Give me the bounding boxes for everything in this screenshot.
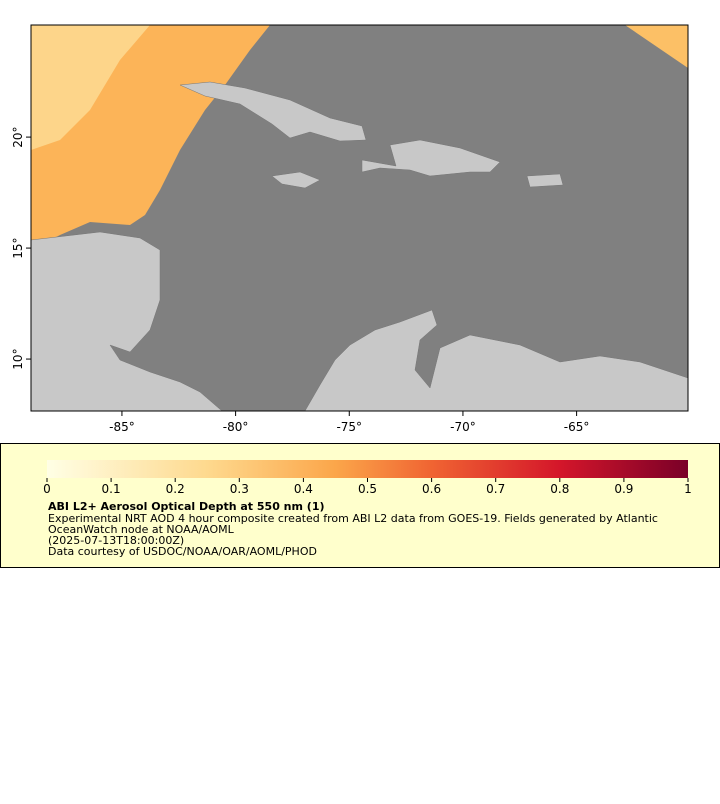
legend-line: Data courtesy of USDOC/NOAA/OAR/AOML/PHO… bbox=[48, 545, 317, 558]
legend-title: ABI L2+ Aerosol Optical Depth at 550 nm … bbox=[48, 500, 325, 513]
map-area bbox=[31, 25, 688, 411]
land bbox=[31, 231, 223, 411]
y-tick-label: 20° bbox=[11, 126, 25, 147]
x-tick-label: -65° bbox=[564, 420, 590, 434]
legend-line: (2025-07-13T18:00:00Z) bbox=[48, 534, 184, 547]
colorbar-tick-label: 0.5 bbox=[358, 482, 377, 496]
aerosol-region bbox=[625, 25, 688, 68]
land bbox=[304, 309, 688, 411]
y-tick-label: 10° bbox=[11, 348, 25, 369]
land bbox=[526, 173, 564, 188]
colorbar-tick-label: 0 bbox=[43, 482, 51, 496]
colorbar-tick-label: 0.9 bbox=[614, 482, 633, 496]
legend-line: OceanWatch node at NOAA/AOML bbox=[48, 523, 235, 536]
aerosol-region bbox=[31, 25, 150, 150]
x-tick-label: -85° bbox=[109, 420, 135, 434]
colorbar-tick-label: 0.1 bbox=[102, 482, 121, 496]
colorbar-tick-label: 0.3 bbox=[230, 482, 249, 496]
colorbar-tick-label: 0.8 bbox=[550, 482, 569, 496]
colorbar-tick-label: 1 bbox=[684, 482, 692, 496]
map-frame bbox=[30, 24, 689, 412]
colorbar-tick-label: 0.6 bbox=[422, 482, 441, 496]
x-tick-label: -70° bbox=[450, 420, 476, 434]
colorbar-tick-label: 0.2 bbox=[166, 482, 185, 496]
colorbar-tick-label: 0.4 bbox=[294, 482, 313, 496]
colorbar bbox=[47, 460, 688, 478]
legend-line: Experimental NRT AOD 4 hour composite cr… bbox=[48, 512, 658, 525]
colorbar-tick-label: 0.7 bbox=[486, 482, 505, 496]
land bbox=[179, 81, 367, 142]
land bbox=[271, 171, 321, 189]
x-tick-label: -75° bbox=[336, 420, 362, 434]
land bbox=[361, 139, 501, 177]
y-tick-label: 15° bbox=[11, 237, 25, 258]
x-tick-label: -80° bbox=[223, 420, 249, 434]
